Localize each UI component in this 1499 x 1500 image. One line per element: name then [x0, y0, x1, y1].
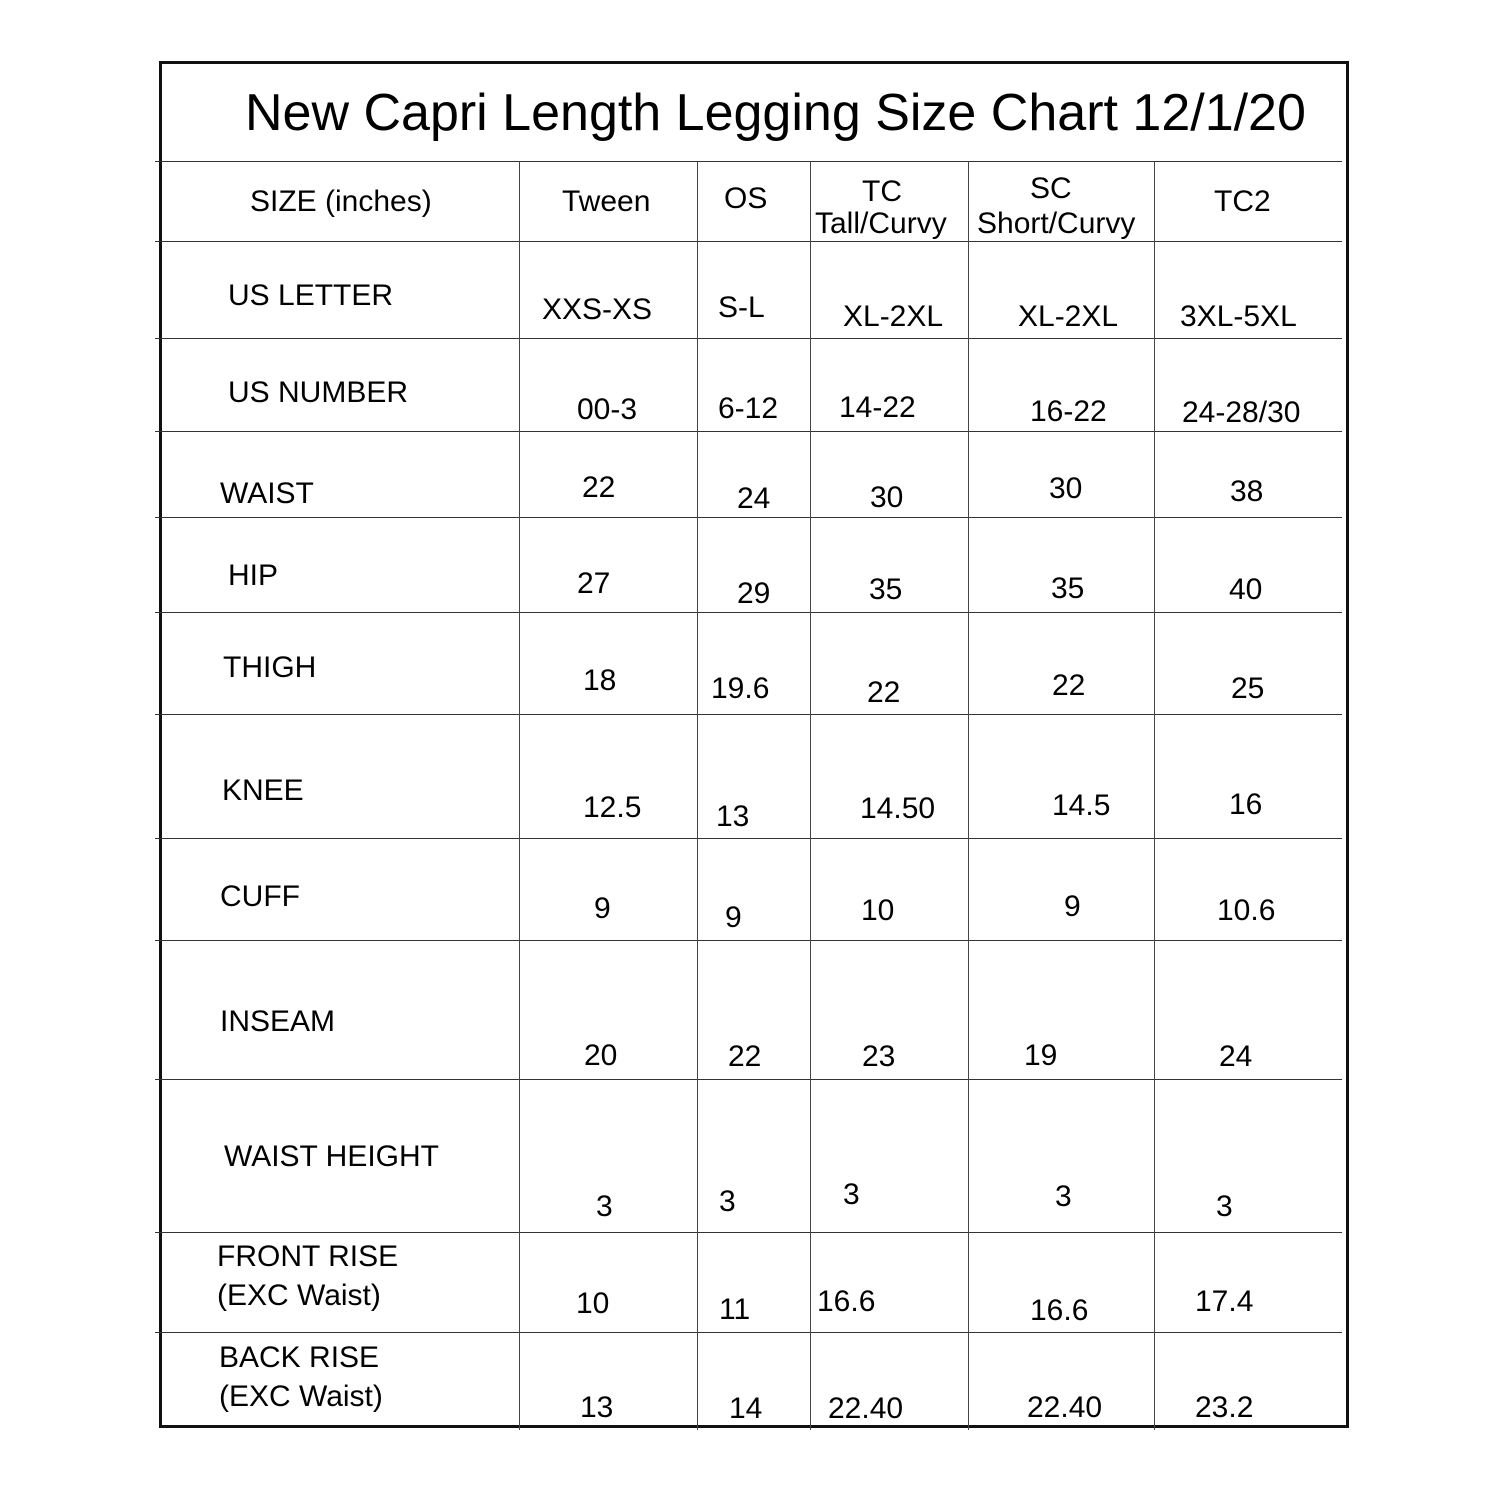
table-cell: 10: [576, 1287, 610, 1320]
table-cell: 27: [577, 567, 611, 600]
table-cell: 3: [719, 1185, 736, 1218]
row-divider: [155, 161, 1342, 162]
row-divider: [155, 612, 1342, 613]
table-cell: 16.6: [817, 1285, 876, 1318]
table-cell: 25: [1231, 672, 1265, 705]
column-header: TC: [862, 175, 902, 208]
table-cell: 30: [1049, 472, 1083, 505]
table-cell: 22: [1052, 669, 1086, 702]
table-cell: 10: [861, 894, 895, 927]
row-label: (EXC Waist): [219, 1380, 383, 1413]
table-cell: 14: [729, 1392, 763, 1425]
table-cell: 19.6: [711, 672, 770, 705]
column-divider: [968, 161, 969, 1430]
table-cell: 19: [1024, 1039, 1058, 1072]
table-cell: 9: [594, 892, 611, 925]
header-size-label: SIZE (inches): [250, 185, 432, 218]
table-cell: 35: [1051, 572, 1085, 605]
column-header: TC2: [1214, 185, 1271, 218]
row-label: (EXC Waist): [217, 1279, 381, 1312]
table-cell: 3: [1055, 1180, 1072, 1213]
row-divider: [155, 517, 1342, 518]
table-cell: S-L: [718, 291, 765, 324]
row-label: BACK RISE: [219, 1341, 380, 1374]
table-cell: 23: [862, 1040, 896, 1073]
table-cell: 14.5: [1052, 789, 1111, 822]
table-cell: 29: [737, 577, 771, 610]
table-cell: 38: [1230, 475, 1264, 508]
table-cell: 16: [1229, 788, 1263, 821]
row-divider: [155, 241, 1342, 242]
row-divider: [155, 338, 1342, 339]
table-cell: 35: [869, 573, 903, 606]
row-label: WAIST: [220, 477, 314, 510]
table-cell: 16-22: [1030, 395, 1107, 428]
column-divider: [697, 161, 698, 1430]
table-cell: XL-2XL: [1018, 300, 1119, 333]
table-cell: 14.50: [860, 792, 936, 825]
table-cell: 3: [596, 1190, 613, 1223]
table-cell: 24-28/30: [1182, 396, 1301, 429]
table-cell: 3: [843, 1178, 860, 1211]
table-cell: 24: [737, 482, 771, 515]
table-cell: 24: [1219, 1040, 1253, 1073]
page-title: New Capri Length Legging Size Chart 12/1…: [245, 84, 1306, 142]
table-cell: 6-12: [718, 392, 779, 425]
row-label: THIGH: [223, 651, 317, 684]
table-border: [159, 61, 1349, 1428]
table-cell: 22: [582, 471, 616, 504]
table-cell: 3: [1216, 1190, 1233, 1223]
row-label: US LETTER: [228, 279, 394, 312]
row-divider: [155, 1232, 1342, 1233]
table-cell: 18: [583, 664, 617, 697]
table-cell: 23.2: [1195, 1391, 1254, 1424]
table-cell: 14-22: [839, 391, 916, 424]
table-cell: 12.5: [583, 791, 642, 824]
table-cell: 22: [728, 1040, 762, 1073]
table-cell: 17.4: [1195, 1285, 1254, 1318]
row-label: US NUMBER: [228, 376, 409, 409]
row-divider: [155, 431, 1342, 432]
table-cell: 13: [716, 800, 750, 833]
row-label: WAIST HEIGHT: [224, 1140, 440, 1173]
row-label: HIP: [228, 559, 279, 592]
row-divider: [155, 714, 1342, 715]
column-header: OS: [724, 182, 768, 215]
column-divider: [810, 161, 811, 1430]
table-cell: 20: [584, 1039, 618, 1072]
table-cell: 9: [1064, 890, 1081, 923]
column-divider: [1154, 161, 1155, 1430]
table-cell: 11: [719, 1293, 751, 1326]
table-cell: 13: [580, 1391, 614, 1424]
table-cell: 9: [725, 901, 742, 934]
table-cell: 22.40: [1027, 1391, 1103, 1424]
column-header: SC: [1030, 172, 1072, 205]
column-divider: [519, 161, 520, 1430]
row-divider: [155, 1332, 1342, 1333]
row-label: CUFF: [220, 880, 300, 913]
column-header-sub: Tall/Curvy: [815, 207, 947, 240]
row-divider: [155, 940, 1342, 941]
table-cell: 40: [1229, 573, 1263, 606]
table-cell: 22: [867, 676, 901, 709]
table-cell: 00-3: [577, 393, 638, 426]
table-cell: XL-2XL: [843, 300, 944, 333]
row-label: KNEE: [222, 774, 304, 807]
table-cell: 10.6: [1217, 894, 1276, 927]
table-cell: 3XL-5XL: [1180, 300, 1297, 333]
table-cell: 16.6: [1030, 1294, 1089, 1327]
table-cell: XXS-XS: [542, 293, 653, 326]
row-label: FRONT RISE: [217, 1240, 399, 1273]
column-header-sub: Short/Curvy: [977, 207, 1136, 240]
table-cell: 22.40: [828, 1392, 904, 1425]
column-header: Tween: [562, 185, 651, 218]
row-divider: [155, 838, 1342, 839]
row-divider: [155, 1079, 1342, 1080]
row-label: INSEAM: [220, 1005, 336, 1038]
table-cell: 30: [870, 481, 904, 514]
